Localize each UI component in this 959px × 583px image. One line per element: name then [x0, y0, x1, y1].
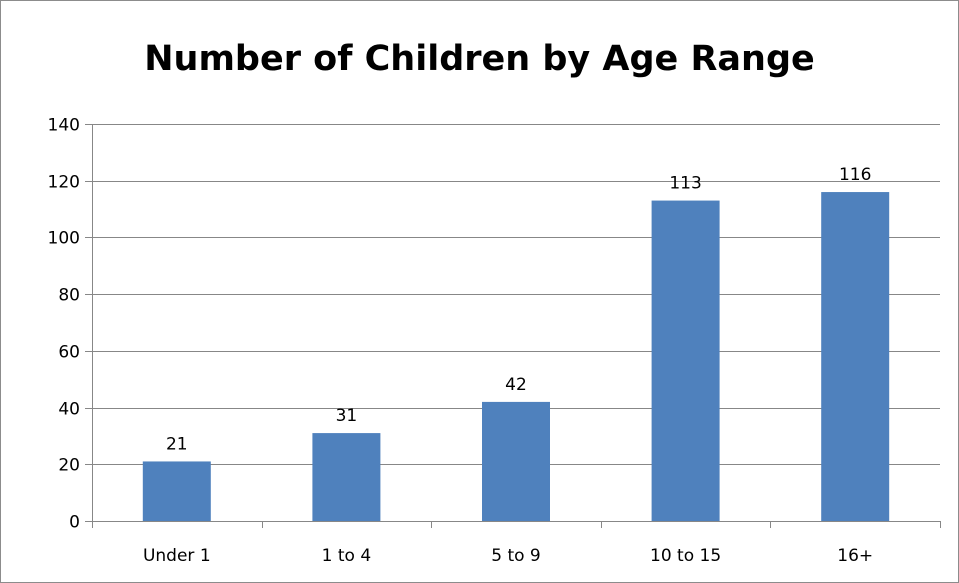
chart-title: Number of Children by Age Range [144, 39, 815, 79]
bar [142, 461, 211, 521]
y-tick-label: 40 [58, 400, 80, 420]
labels: 0 20 40 60 80 100 120 140 21 Under 1 31 1 to 4 42 5 t… [48, 116, 874, 567]
y-tick-label: 0 [69, 513, 80, 533]
bar [651, 200, 720, 522]
axes [85, 124, 941, 528]
gridlines [92, 124, 940, 465]
x-tick-label: Under 1 [143, 546, 211, 566]
y-tick-label: 140 [48, 116, 80, 136]
data-label: 31 [336, 406, 358, 426]
bar [312, 433, 381, 521]
x-tick-label: 5 to 9 [491, 546, 541, 566]
y-tick-label: 80 [58, 286, 80, 306]
y-tick-label: 100 [48, 229, 80, 249]
data-label: 116 [839, 165, 871, 185]
data-label: 21 [166, 434, 188, 454]
x-tick-label: 10 to 15 [650, 546, 721, 566]
y-tick-label: 120 [48, 173, 80, 193]
x-tick-label: 16+ [837, 546, 873, 566]
data-label: 113 [669, 174, 701, 194]
bars [142, 192, 890, 522]
x-tick-label: 1 to 4 [322, 546, 372, 566]
bar [482, 401, 550, 521]
data-label: 42 [505, 375, 527, 395]
bar [821, 192, 890, 522]
y-tick-label: 20 [58, 456, 80, 476]
y-tick-label: 60 [58, 343, 80, 363]
